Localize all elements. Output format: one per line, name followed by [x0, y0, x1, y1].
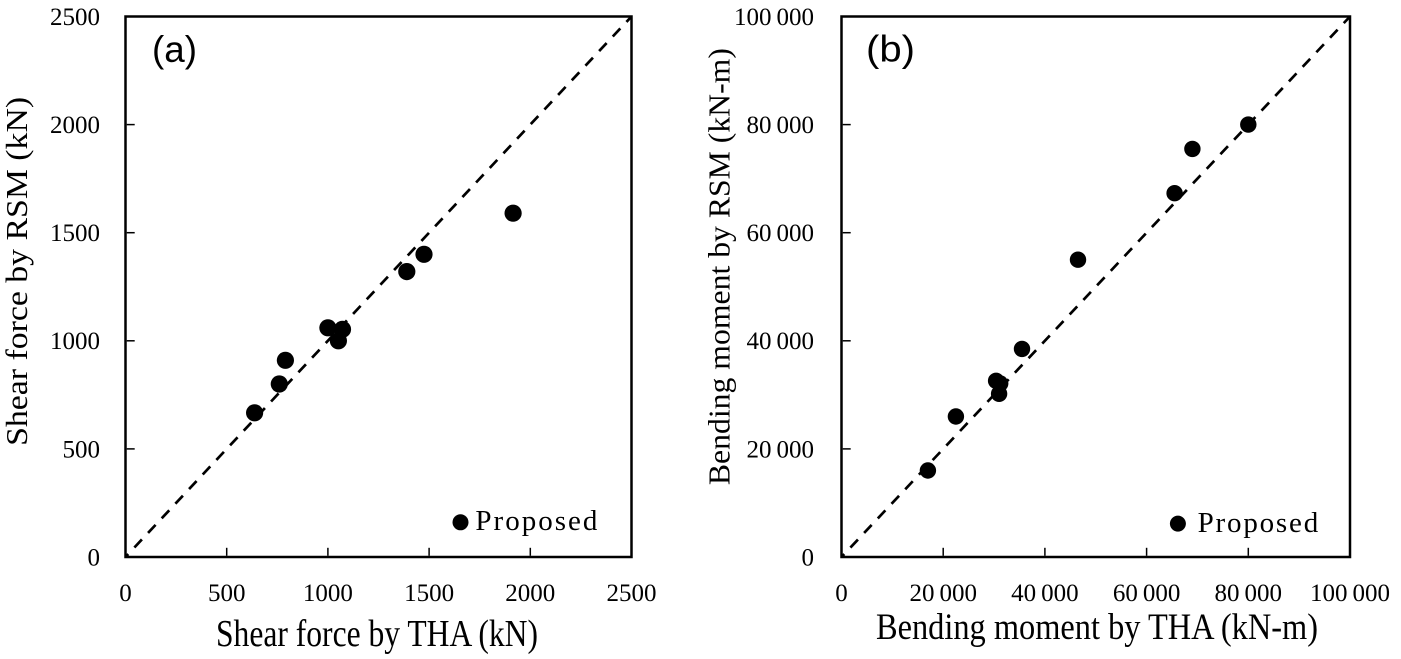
svg-text:2500: 2500 [50, 4, 100, 31]
svg-text:60 000: 60 000 [746, 220, 814, 247]
svg-text:(a): (a) [152, 28, 197, 70]
svg-text:1000: 1000 [303, 580, 353, 607]
svg-text:100 000: 100 000 [734, 4, 814, 31]
svg-text:Bending moment by THA (kN-m): Bending moment by THA (kN-m) [876, 607, 1318, 648]
svg-text:0: 0 [835, 580, 848, 607]
svg-text:1500: 1500 [50, 220, 100, 247]
svg-text:80 000: 80 000 [1215, 580, 1283, 607]
svg-text:80 000: 80 000 [746, 112, 814, 139]
svg-text:100 000: 100 000 [1310, 580, 1390, 607]
svg-text:1000: 1000 [50, 328, 100, 355]
svg-text:2000: 2000 [50, 112, 100, 139]
svg-text:0: 0 [88, 544, 101, 571]
svg-text:500: 500 [208, 580, 246, 607]
svg-text:0: 0 [802, 544, 815, 571]
svg-text:60 000: 60 000 [1113, 580, 1181, 607]
svg-text:20 000: 20 000 [909, 580, 977, 607]
svg-text:500: 500 [63, 436, 101, 463]
svg-text:40 000: 40 000 [1011, 580, 1079, 607]
svg-text:40 000: 40 000 [746, 328, 814, 355]
svg-text:0: 0 [119, 580, 132, 607]
svg-text:1500: 1500 [404, 580, 454, 607]
svg-text:Shear force by RSM (kN): Shear force by RSM (kN) [0, 97, 34, 446]
svg-text:Bending moment by RSM (kN-m): Bending moment by RSM (kN-m) [702, 48, 737, 485]
svg-text:2000: 2000 [505, 580, 555, 607]
svg-text:2500: 2500 [607, 580, 657, 607]
svg-text:(b): (b) [866, 28, 915, 70]
svg-text:Shear force by THA (kN): Shear force by THA (kN) [216, 613, 538, 655]
svg-text:20 000: 20 000 [746, 436, 814, 463]
